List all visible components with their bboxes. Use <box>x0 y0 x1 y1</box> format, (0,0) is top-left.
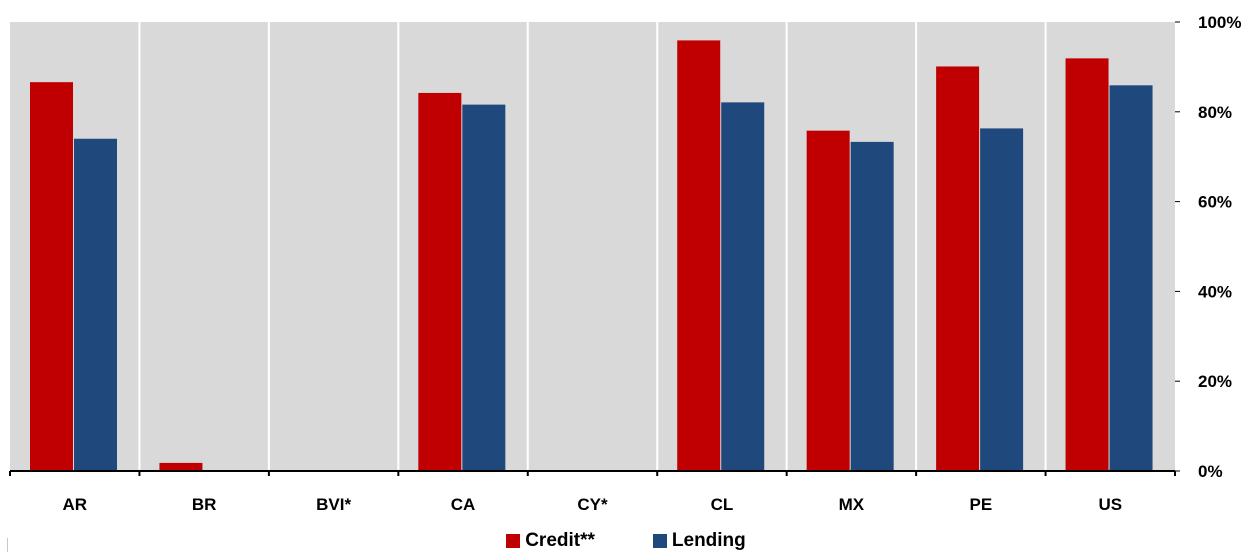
bar-lending-ar <box>74 138 117 472</box>
x-tick-label: US <box>1098 495 1122 514</box>
y-tick-label: 20% <box>1198 372 1232 391</box>
category-separators <box>138 22 1047 471</box>
bar-credit-us <box>1065 58 1109 472</box>
x-tick-label: CL <box>711 495 734 514</box>
bar-chart: AR BR BVI* CA CY* CL MX PE US 0% 20% 40% 60% 80% 100% <box>9 13 1241 514</box>
bar-lending-pe <box>980 128 1024 471</box>
bar-lending-ca <box>462 104 506 471</box>
y-axis-labels: 0% 20% 40% 60% 80% 100% <box>1175 13 1241 481</box>
x-tick-label: BR <box>192 495 217 514</box>
x-tick-label: CA <box>451 495 476 514</box>
bar-lending-us <box>1109 85 1153 472</box>
x-tick-label: PE <box>969 495 992 514</box>
legend-item-credit: Credit** <box>506 530 595 552</box>
bar-credit-ca <box>418 92 462 471</box>
legend: Credit** Lending <box>0 528 1252 554</box>
y-tick-label: 80% <box>1198 103 1232 122</box>
x-tick-label: AR <box>62 495 87 514</box>
legend-swatch-credit <box>506 534 521 548</box>
bar-credit-cl <box>677 40 721 472</box>
y-tick-label: 40% <box>1198 282 1232 301</box>
bar-lending-cl <box>721 102 765 471</box>
y-tick-label: 100% <box>1198 13 1241 32</box>
bar-lending-mx <box>850 141 894 471</box>
legend-swatch-lending <box>652 534 667 548</box>
legend-label-credit: Credit** <box>525 530 595 551</box>
x-tick-label: CY* <box>577 495 608 514</box>
x-tick-label: BVI* <box>316 495 351 514</box>
bar-credit-pe <box>936 66 980 472</box>
x-axis-ticks: AR BR BVI* CA CY* CL MX PE US <box>9 471 1176 514</box>
bars <box>30 40 1153 472</box>
bar-credit-ar <box>30 82 73 471</box>
bar-credit-br <box>159 462 203 471</box>
corner-mark <box>7 538 8 552</box>
y-tick-label: 0% <box>1198 462 1223 481</box>
bar-credit-mx <box>806 130 850 471</box>
y-tick-label: 60% <box>1198 193 1232 212</box>
legend-label-lending: Lending <box>671 530 746 551</box>
x-tick-label: MX <box>839 495 865 514</box>
legend-item-lending: Lending <box>652 530 746 552</box>
